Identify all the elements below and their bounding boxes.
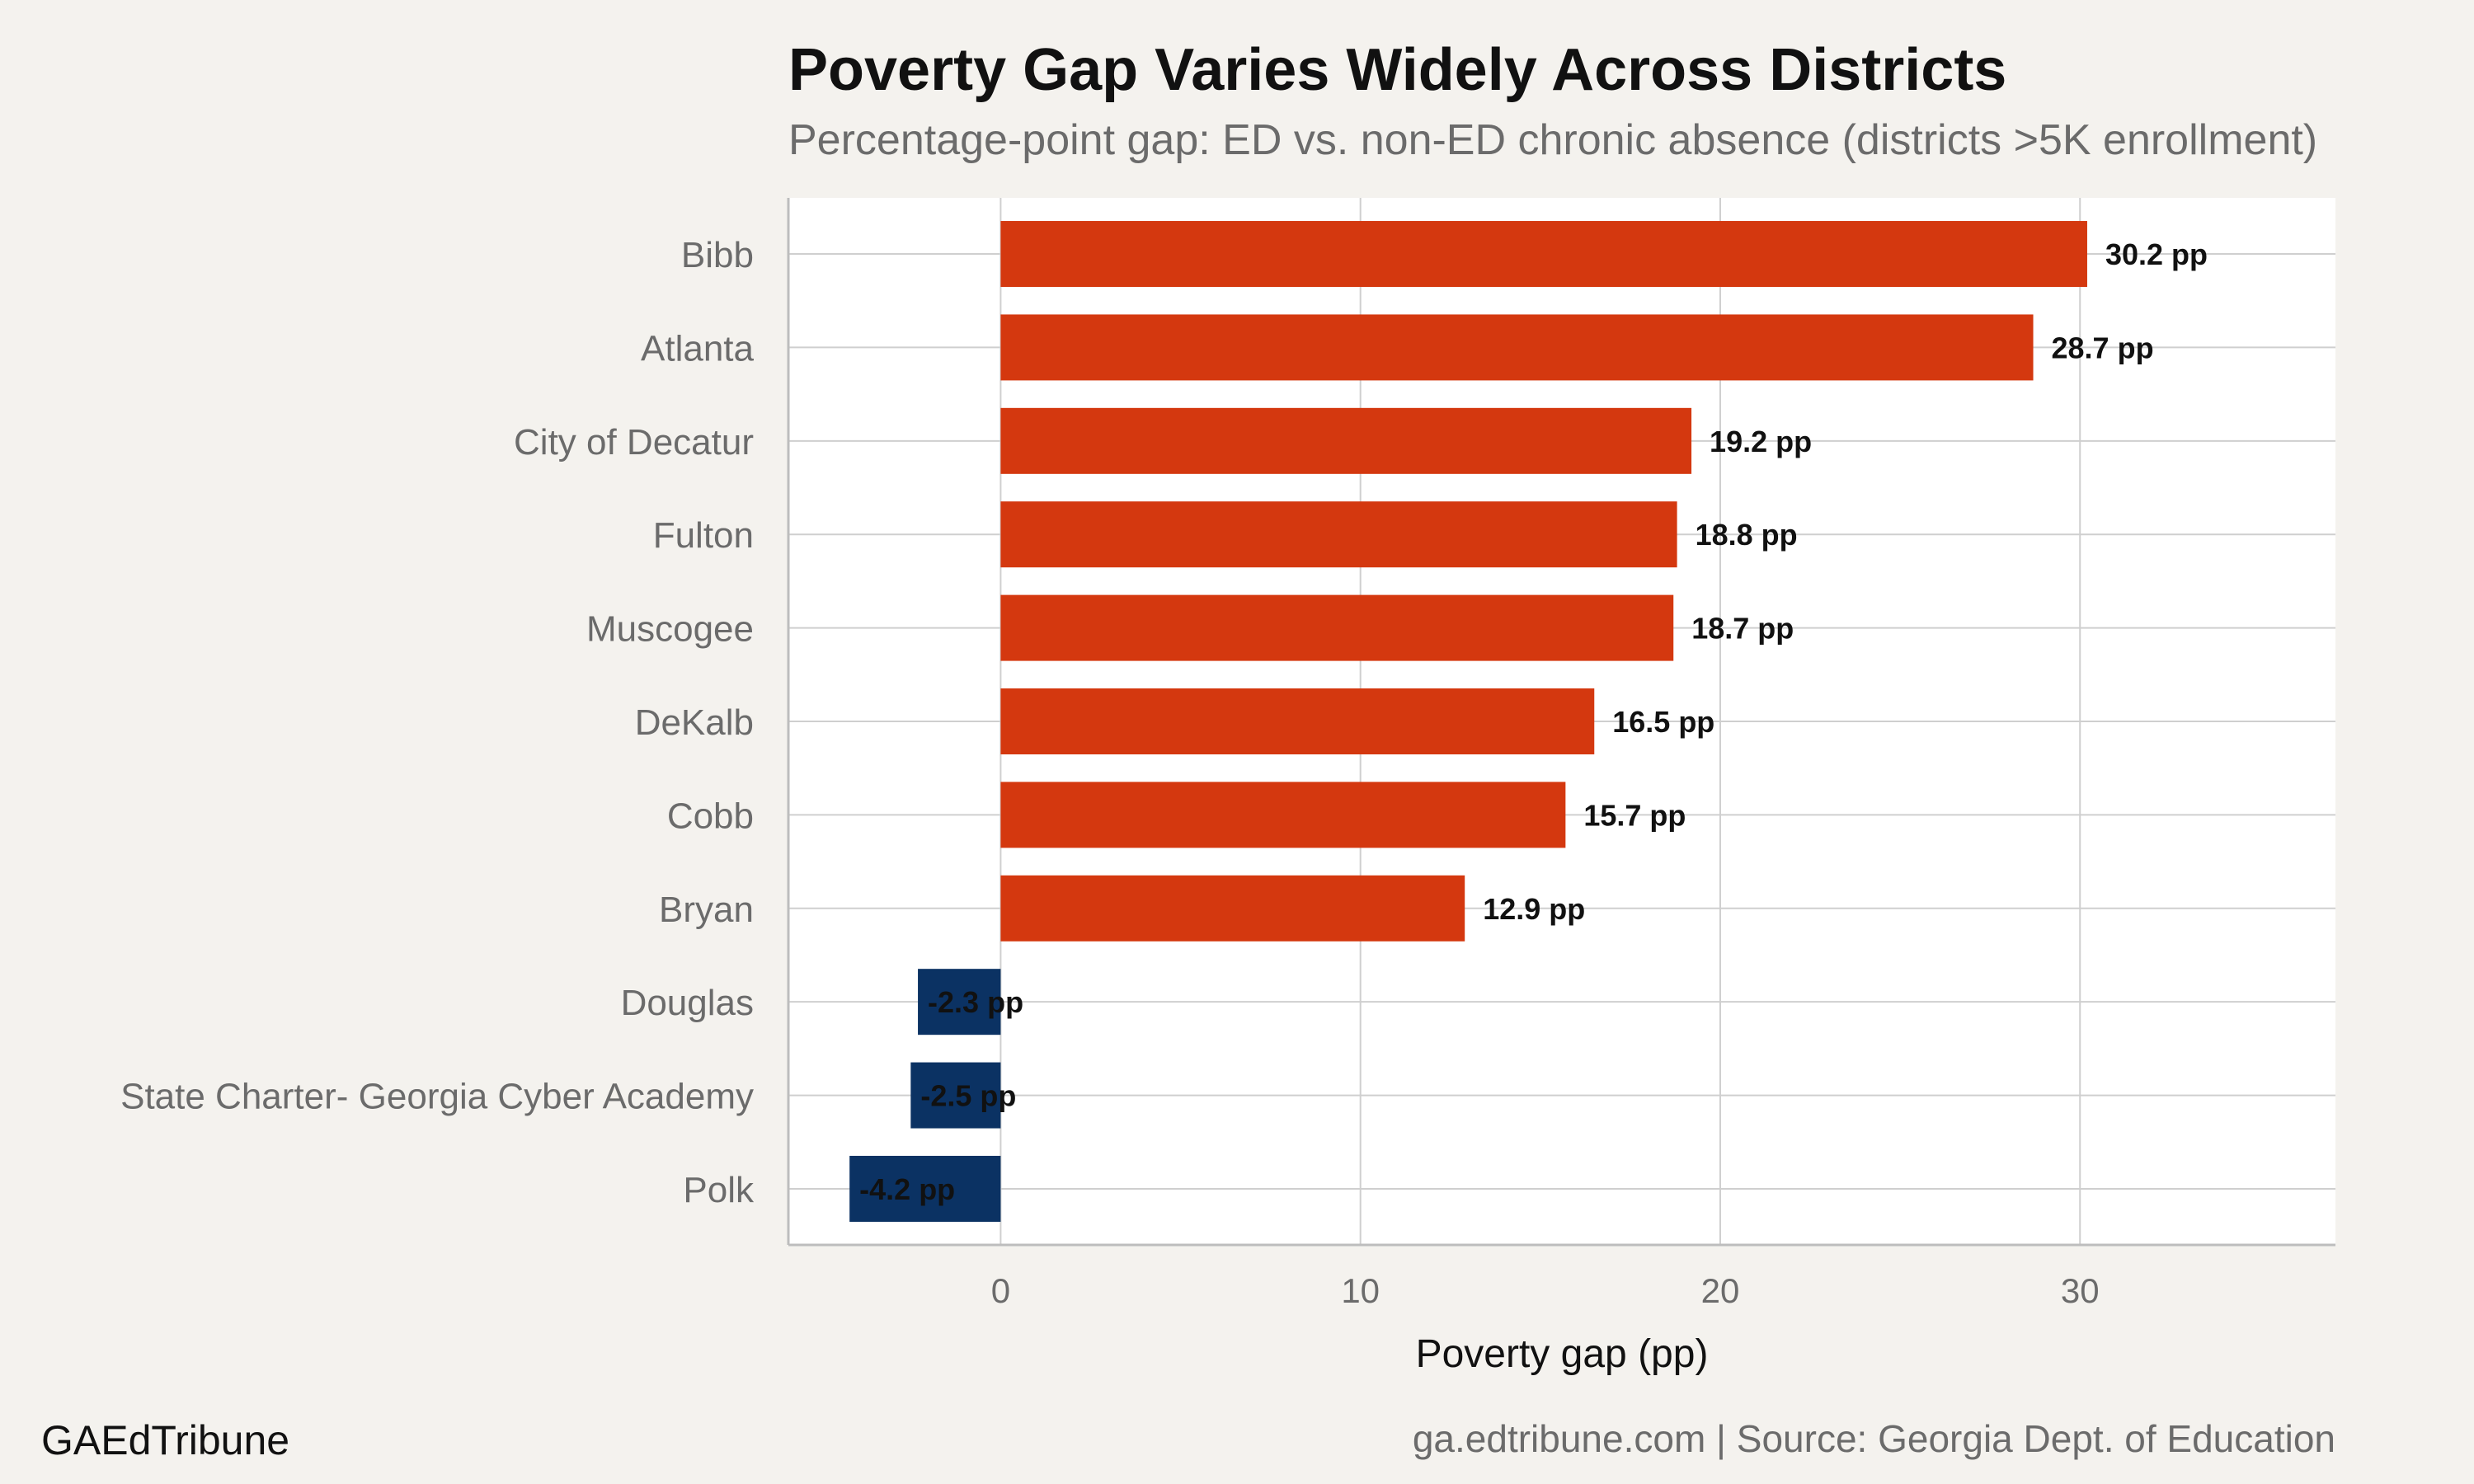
data-label: 15.7 pp (1583, 798, 1686, 832)
x-tick-label: 30 (2061, 1271, 2100, 1310)
bar (849, 1155, 1001, 1222)
y-tick-label: Cobb (667, 796, 754, 836)
y-tick-label: Muscogee (586, 609, 754, 650)
data-label: 18.8 pp (1696, 518, 1798, 552)
y-tick-label: Atlanta (641, 328, 755, 369)
data-label: 16.5 pp (1612, 705, 1714, 739)
y-tick-label: City of Decatur (514, 422, 754, 463)
chart-title: Poverty Gap Varies Widely Across Distric… (788, 37, 2007, 103)
data-label: 18.7 pp (1691, 612, 1794, 646)
y-tick-label: Bryan (659, 890, 754, 930)
bar (1000, 594, 1674, 661)
x-tick-label: 10 (1341, 1271, 1380, 1310)
footer-source: ga.edtribune.com | Source: Georgia Dept.… (1412, 1417, 2335, 1460)
y-tick-label: Bibb (681, 235, 754, 275)
bar (1000, 782, 1566, 848)
y-tick-label: State Charter- Georgia Cyber Academy (120, 1077, 754, 1117)
data-label: -4.2 pp (859, 1172, 955, 1206)
bar (910, 1062, 1001, 1129)
bar (918, 969, 1001, 1036)
bar (1000, 875, 1465, 942)
bars (849, 221, 2087, 1222)
bar (1000, 688, 1595, 754)
y-tick-label: Fulton (653, 515, 754, 556)
data-label: 19.2 pp (1710, 425, 1812, 458)
data-label: 30.2 pp (2105, 237, 2208, 271)
bar (1000, 407, 1692, 474)
y-tick-label: Polk (683, 1170, 755, 1210)
x-axis-tick-labels: 0 10 20 30 (991, 1271, 2100, 1310)
data-label: -2.5 pp (920, 1079, 1016, 1113)
bar (1000, 221, 2087, 288)
bar (1000, 314, 2034, 381)
y-tick-label: Douglas (621, 983, 754, 1023)
bar (1000, 501, 1677, 568)
y-tick-label: DeKalb (635, 702, 754, 743)
data-label: 12.9 pp (1483, 892, 1585, 926)
x-tick-label: 20 (1701, 1271, 1740, 1310)
x-axis-title: Poverty gap (pp) (1416, 1332, 1709, 1376)
chart-subtitle: Percentage-point gap: ED vs. non-ED chro… (788, 116, 2318, 164)
y-axis-tick-labels: Bibb Atlanta City of Decatur Fulton Muscogee… (120, 235, 755, 1210)
footer-brand: GAEdTribune (41, 1417, 290, 1463)
data-labels: 30.2 pp 28.7 pp 19.2 pp 18.8 pp 18.7 pp 16.5 … (859, 237, 2208, 1206)
data-label: 28.7 pp (2052, 331, 2154, 364)
data-label: -2.3 pp (928, 985, 1023, 1019)
x-tick-label: 0 (991, 1271, 1010, 1310)
